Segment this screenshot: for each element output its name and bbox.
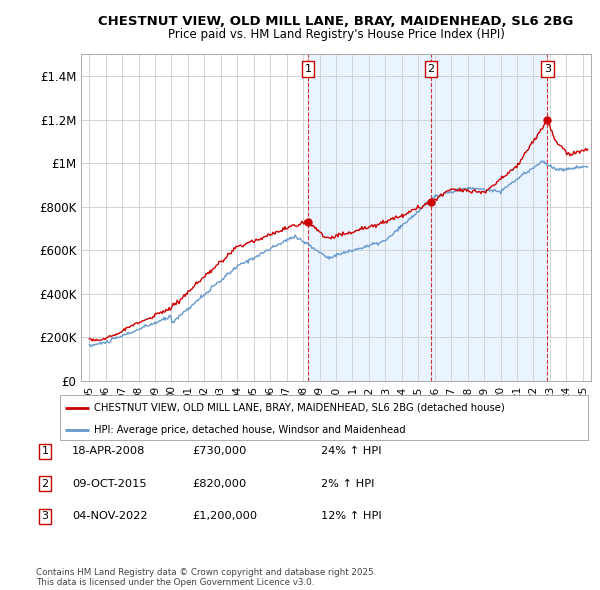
Text: 3: 3	[41, 512, 49, 521]
Text: 04-NOV-2022: 04-NOV-2022	[72, 512, 148, 521]
Text: £820,000: £820,000	[192, 479, 246, 489]
Text: 24% ↑ HPI: 24% ↑ HPI	[321, 447, 382, 456]
Bar	[308, 54, 431, 381]
Text: 1: 1	[41, 447, 49, 456]
Text: 09-OCT-2015: 09-OCT-2015	[72, 479, 146, 489]
Text: CHESTNUT VIEW, OLD MILL LANE, BRAY, MAIDENHEAD, SL6 2BG (detached house): CHESTNUT VIEW, OLD MILL LANE, BRAY, MAID…	[94, 403, 505, 412]
Text: 3: 3	[544, 64, 551, 74]
Text: £1,200,000: £1,200,000	[192, 512, 257, 521]
Bar	[431, 54, 547, 381]
Text: Contains HM Land Registry data © Crown copyright and database right 2025.
This d: Contains HM Land Registry data © Crown c…	[36, 568, 376, 587]
Text: 1: 1	[305, 64, 311, 74]
Text: CHESTNUT VIEW, OLD MILL LANE, BRAY, MAIDENHEAD, SL6 2BG: CHESTNUT VIEW, OLD MILL LANE, BRAY, MAID…	[98, 15, 574, 28]
Text: 12% ↑ HPI: 12% ↑ HPI	[321, 512, 382, 521]
Text: 18-APR-2008: 18-APR-2008	[72, 447, 145, 456]
Text: £730,000: £730,000	[192, 447, 247, 456]
Text: 2% ↑ HPI: 2% ↑ HPI	[321, 479, 374, 489]
Text: 2: 2	[41, 479, 49, 489]
Text: 2: 2	[427, 64, 434, 74]
Text: Price paid vs. HM Land Registry's House Price Index (HPI): Price paid vs. HM Land Registry's House …	[167, 28, 505, 41]
Text: HPI: Average price, detached house, Windsor and Maidenhead: HPI: Average price, detached house, Wind…	[94, 425, 406, 435]
